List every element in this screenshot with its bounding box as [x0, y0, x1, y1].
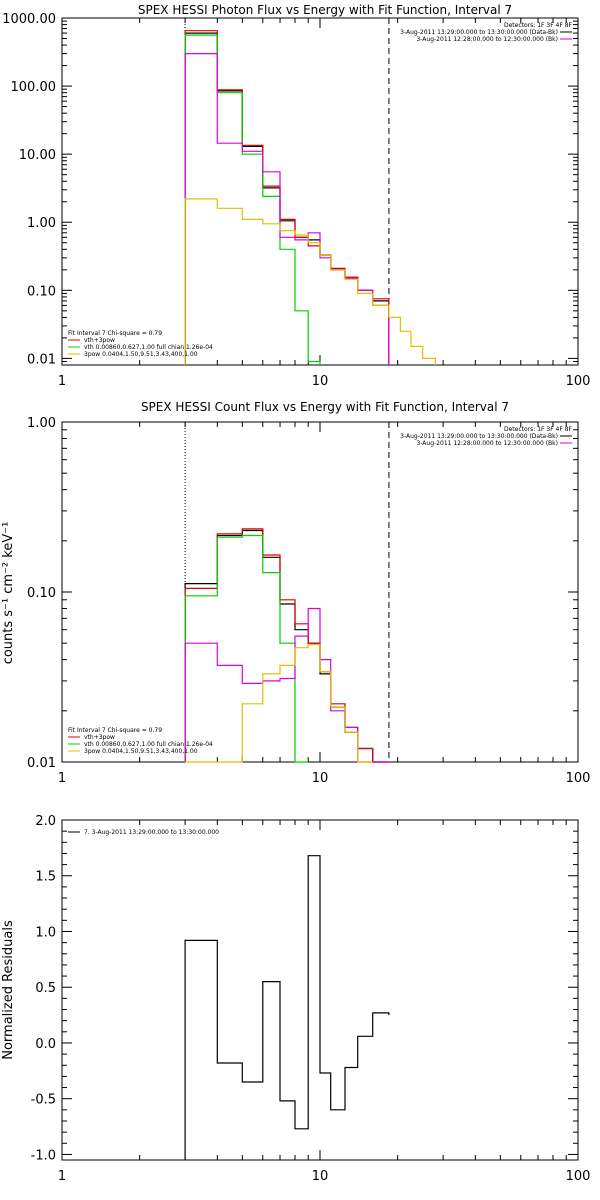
y-tick-label: 2.0	[35, 814, 56, 829]
x-tick-label: 1	[58, 1169, 66, 1184]
series-line	[185, 644, 373, 763]
legend-entry-label: 3pow 0.0404,1.50,9.51,3.43,400,1.00	[84, 748, 198, 755]
residuals-ylabel: Normalized Residuals	[1, 920, 16, 1060]
y-tick-label: 1000.00	[2, 12, 56, 27]
legend-entry-label: 3-Aug-2011 12:28:00.000 to 12:30:00.000 …	[416, 440, 558, 447]
count-flux-panel: SPEX HESSI Count Flux vs Energy with Fit…	[1, 400, 590, 786]
series-line	[184, 607, 389, 763]
legend-fit-header: Fit Interval 7 Chi-square = 0.79	[68, 330, 162, 337]
y-tick-label: -1.0	[31, 1148, 56, 1163]
legend-entry-label: 3-Aug-2011 12:28:00.000 to 12:30:00.000 …	[416, 36, 558, 43]
y-tick-label: 1.0	[35, 925, 56, 940]
y-tick-label: 10.00	[19, 148, 56, 163]
count-flux-ylabel: counts s⁻¹ cm⁻² keV⁻¹	[1, 522, 16, 665]
x-tick-label: 10	[312, 374, 329, 389]
y-tick-label: 0.01	[27, 352, 56, 367]
x-tick-label: 1	[58, 374, 66, 389]
legend-entry-label: 7. 3-Aug-2011 13:29:00.000 to 13:30:00.0…	[84, 829, 219, 836]
legend-entry-label: vth+3pow	[84, 337, 115, 344]
x-tick-label: 1	[58, 771, 66, 786]
y-tick-label: 0.5	[35, 981, 56, 996]
residuals-panel: Normalized Residuals 1 10 100 -1.0 -0.5 0.0 0.…	[1, 814, 590, 1184]
y-tick-label: 1.00	[27, 216, 56, 231]
legend-entry-label: vth 0.00860,0.627,1.00 full chian 1.26e-…	[84, 344, 213, 351]
y-tick-label: 1.00	[27, 416, 56, 431]
series-line	[184, 198, 436, 365]
legend-entry-label: vth 0.00860,0.627,1.00 full chian 1.26e-…	[84, 741, 213, 748]
x-tick-label: 100	[566, 1169, 591, 1184]
y-tick-label: -0.5	[31, 1093, 56, 1108]
legend-detectors: Detectors: 1F 3F 4F 8F	[504, 426, 573, 433]
y-tick-label: 1.5	[35, 870, 56, 885]
y-tick-label: 0.01	[27, 756, 56, 771]
y-tick-label: 0.10	[27, 586, 56, 601]
series-line	[184, 855, 390, 1160]
legend-entry-label: 3-Aug-2011 13:29:00.000 to 13:30:00.000 …	[400, 29, 558, 36]
y-tick-label: 0.0	[35, 1037, 56, 1052]
count-flux-title: SPEX HESSI Count Flux vs Energy with Fit…	[141, 400, 509, 414]
photon-flux-panel: SPEX HESSI Photon Flux vs Energy with Fi…	[2, 3, 590, 389]
x-tick-label: 10	[312, 771, 329, 786]
legend-entry-label: 3-Aug-2011 13:29:00.000 to 13:30:00.000 …	[400, 433, 558, 440]
legend-detectors: Detectors: 1F 3F 4F 8F	[504, 22, 573, 29]
photon-flux-title: SPEX HESSI Photon Flux vs Energy with Fi…	[138, 3, 512, 17]
legend-fit-header: Fit Interval 7 Chi-square = 0.79	[68, 727, 162, 734]
x-tick-label: 100	[566, 374, 591, 389]
y-tick-label: 0.10	[27, 284, 56, 299]
x-tick-label: 10	[312, 1169, 329, 1184]
x-tick-label: 100	[566, 771, 591, 786]
legend-entry-label: vth+3pow	[84, 734, 115, 741]
y-tick-label: 100.00	[11, 80, 57, 95]
legend-entry-label: 3pow 0.0404,1.50,9.51,3.43,400,1.00	[84, 351, 198, 358]
